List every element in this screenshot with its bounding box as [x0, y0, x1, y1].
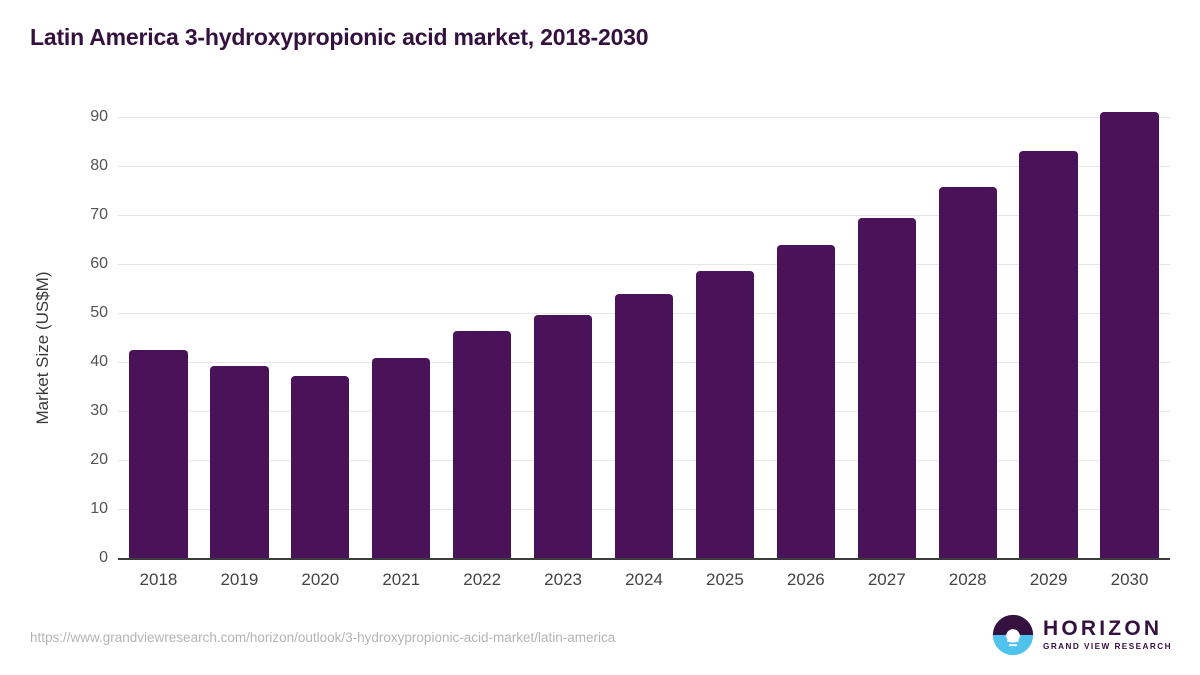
gridline [118, 166, 1170, 167]
bar[interactable] [1100, 112, 1159, 558]
y-axis-tick-label: 70 [90, 206, 108, 223]
bar[interactable] [372, 357, 431, 558]
source-url[interactable]: https://www.grandviewresearch.com/horizo… [30, 630, 616, 645]
bar-slot: 2025 [684, 0, 765, 675]
page-title: Latin America 3-hydroxypropionic acid ma… [30, 24, 649, 50]
y-axis-tick-label: 20 [90, 451, 108, 468]
bar[interactable] [776, 245, 835, 558]
bar[interactable] [1019, 151, 1078, 558]
brand-name: HORIZON [1043, 617, 1163, 641]
bar[interactable] [129, 350, 188, 558]
x-axis-line [118, 558, 1170, 560]
x-axis-tick-label: 2024 [625, 570, 663, 589]
x-axis-tick-label: 2026 [786, 570, 825, 589]
bar-slot: 2026 [765, 0, 846, 675]
gridline [118, 215, 1170, 216]
bar-slot: 2020 [280, 0, 361, 675]
y-axis-title: Market Size (US$M) [33, 271, 52, 425]
x-axis-tick-label: 2019 [220, 570, 259, 589]
brand-logo: HORIZON GRAND VIEW RESEARCH [992, 614, 1172, 656]
bar-slot: 2021 [361, 0, 442, 675]
x-axis-tick-label: 2022 [463, 570, 502, 589]
bar-slot: 2018 [118, 0, 199, 675]
bar-slot: 2027 [846, 0, 927, 675]
bar-slot: 2022 [442, 0, 523, 675]
brand-tagline: GRAND VIEW RESEARCH [1043, 642, 1172, 652]
y-axis-tick-label: 30 [90, 402, 108, 419]
x-axis-tick-label: 2027 [867, 570, 906, 589]
x-axis-tick-label: 2030 [1110, 570, 1149, 589]
bar-slot: 2030 [1089, 0, 1170, 675]
bar[interactable] [614, 293, 674, 558]
y-axis-ticks: 0 10 20 30 40 50 60 70 80 90 [52, 0, 108, 675]
bar[interactable] [533, 315, 593, 558]
x-axis-tick-label: 2021 [382, 570, 421, 589]
bar[interactable] [938, 186, 997, 558]
bar[interactable] [857, 217, 916, 558]
brand-logo-text: HORIZON GRAND VIEW RESEARCH [1043, 618, 1172, 651]
y-axis-tick-label: 10 [90, 500, 108, 517]
gridline [118, 264, 1170, 265]
bar-slot: 2024 [604, 0, 685, 675]
y-axis-tick-label: 90 [90, 108, 108, 125]
bar-slot: 2028 [927, 0, 1008, 675]
y-axis-tick-label: 0 [99, 549, 108, 566]
bar[interactable] [291, 376, 350, 558]
y-axis-tick-label: 60 [90, 255, 108, 272]
bar[interactable] [453, 330, 512, 558]
bar-slot: 2019 [199, 0, 280, 675]
x-axis-tick-label: 2025 [706, 570, 744, 589]
x-axis-tick-label: 2020 [301, 570, 340, 589]
bar-slot: 2023 [523, 0, 604, 675]
horizon-sun-icon [992, 614, 1034, 656]
y-axis-tick-label: 50 [90, 304, 108, 321]
x-axis-tick-label: 2029 [1029, 570, 1068, 589]
bars-group: 2018 2019 2020 2021 2022 2023 2024 2025 2026 2027… [118, 0, 1170, 675]
y-axis-tick-label: 40 [90, 353, 108, 370]
x-axis-tick-label: 2028 [948, 570, 987, 589]
bar[interactable] [695, 271, 755, 558]
bar-slot: 2029 [1008, 0, 1089, 675]
bar[interactable] [210, 365, 269, 558]
gridline [118, 117, 1170, 118]
x-axis-tick-label: 2018 [139, 570, 178, 589]
x-axis-tick-label: 2023 [544, 570, 582, 589]
y-axis-tick-label: 80 [90, 157, 108, 174]
